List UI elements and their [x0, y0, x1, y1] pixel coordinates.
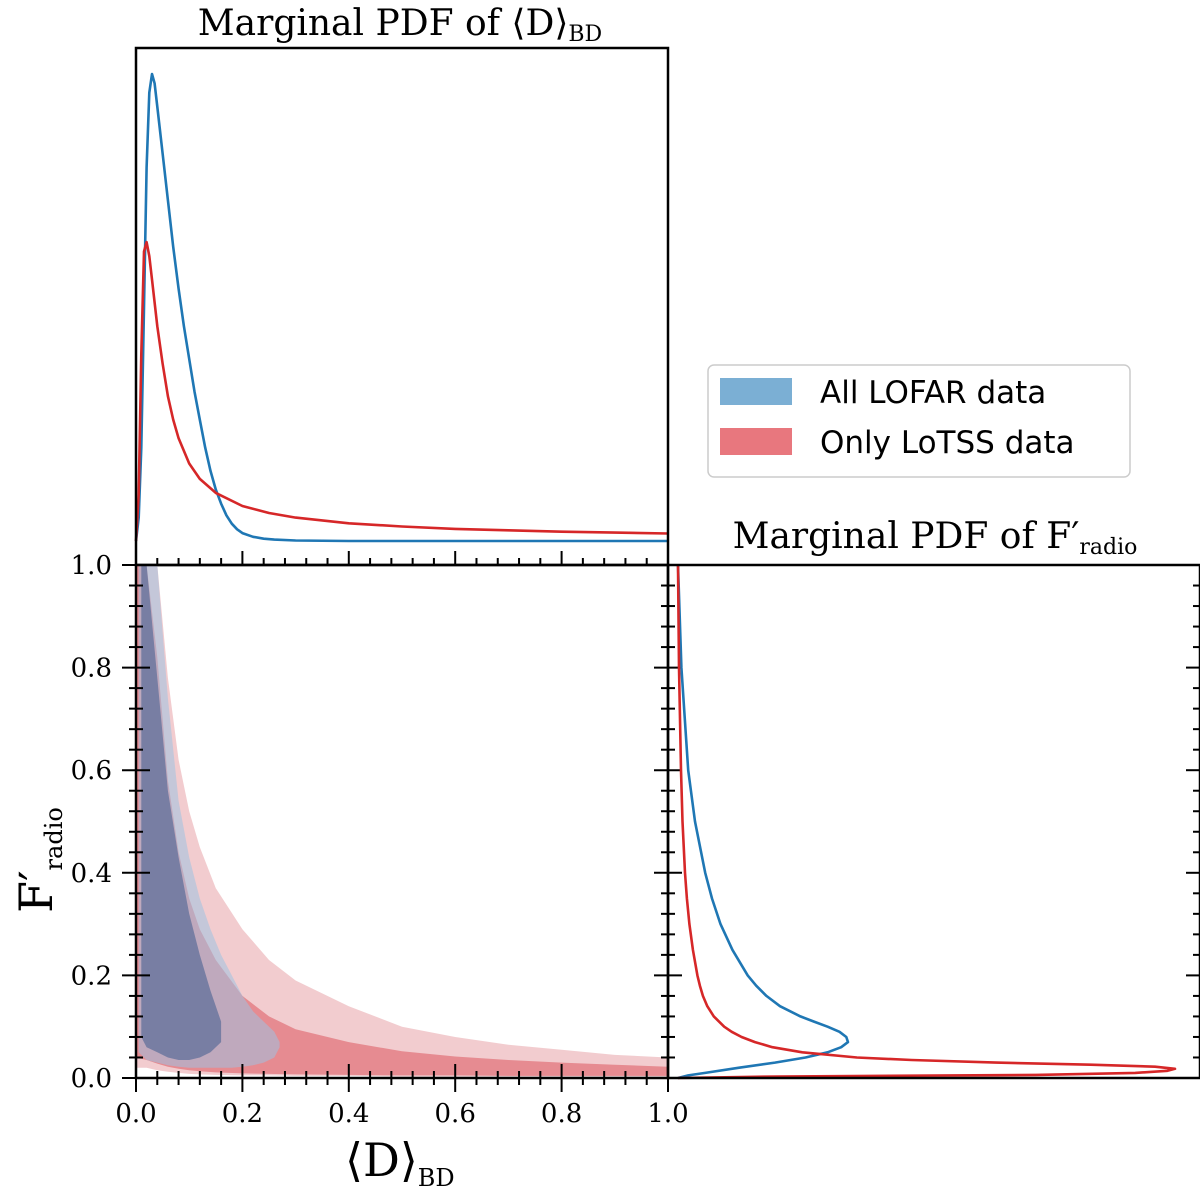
x-tick-label: 0.6: [435, 1099, 476, 1129]
y-tick-label: 0.0: [71, 1064, 112, 1094]
y-tick-label: 0.4: [71, 859, 112, 889]
top-marginal-ticks: [135, 551, 669, 565]
y-axis-label: F′radio: [9, 807, 68, 913]
legend-swatch-all-lofar: [720, 378, 792, 405]
right-marginal-panel: Marginal PDF of F′radio: [666, 516, 1200, 1080]
joint-panel: 0.0 0.2 0.4 0.6 0.8 1.0 0.0 0.2 0.4 0.6 0.8 1.0 ⟨D…: [9, 551, 689, 1192]
right-marginal-ticks: [1186, 564, 1200, 1079]
x-tick-label: 0.4: [328, 1099, 369, 1129]
joint-x-tick-labels: 0.0 0.2 0.4 0.6 0.8 1.0: [115, 1099, 688, 1129]
right-marginal-series-0: [676, 564, 850, 1080]
top-marginal-title-subscript: BD: [568, 22, 602, 47]
x-axis-label-text: ⟨D⟩: [345, 1133, 418, 1187]
top-marginal-curves: [134, 72, 669, 543]
x-tick-label: 1.0: [647, 1099, 688, 1129]
y-tick-label: 1.0: [71, 551, 112, 581]
joint-credible-regions: [136, 565, 668, 1077]
top-marginal-series-1: [134, 240, 669, 542]
joint-area-group: [136, 565, 668, 1077]
right-marginal-title-subscript: radio: [1079, 535, 1137, 560]
top-marginal-panel: Marginal PDF of ⟨D⟩BD: [134, 3, 670, 567]
y-axis-label-subscript: radio: [40, 807, 68, 870]
top-marginal-title: Marginal PDF of ⟨D⟩BD: [198, 3, 602, 47]
x-axis-label-subscript: BD: [418, 1164, 455, 1192]
joint-region-inner-3: [141, 565, 222, 1060]
y-axis-label-text: F′: [9, 870, 63, 912]
x-axis-label: ⟨D⟩BD: [345, 1133, 455, 1192]
joint-y-tick-labels: 0.0 0.2 0.4 0.6 0.8 1.0: [71, 551, 112, 1094]
right-marginal-curves: [676, 564, 1177, 1080]
y-tick-label: 0.8: [71, 654, 112, 684]
top-marginal-series-0: [134, 72, 668, 543]
right-marginal-title-text: Marginal PDF of F′: [733, 516, 1080, 557]
legend-label-all-lofar: All LOFAR data: [820, 375, 1046, 411]
x-tick-label: 0.2: [222, 1099, 263, 1129]
legend-frame: [707, 364, 1131, 478]
top-marginal-title-text: Marginal PDF of ⟨D⟩: [198, 3, 569, 44]
x-tick-label: 0.8: [541, 1099, 582, 1129]
legend: All LOFAR data Only LoTSS data: [707, 364, 1131, 478]
y-tick-label: 0.6: [71, 756, 112, 786]
right-marginal-series-1: [676, 564, 1177, 1080]
x-tick-label: 0.0: [115, 1099, 156, 1129]
right-marginal-title: Marginal PDF of F′radio: [733, 516, 1138, 560]
y-tick-label: 0.2: [71, 961, 112, 991]
legend-label-only-lotss: Only LoTSS data: [820, 425, 1075, 461]
right-marginal-frame: [666, 563, 1200, 1080]
legend-swatch-only-lotss: [720, 428, 792, 455]
